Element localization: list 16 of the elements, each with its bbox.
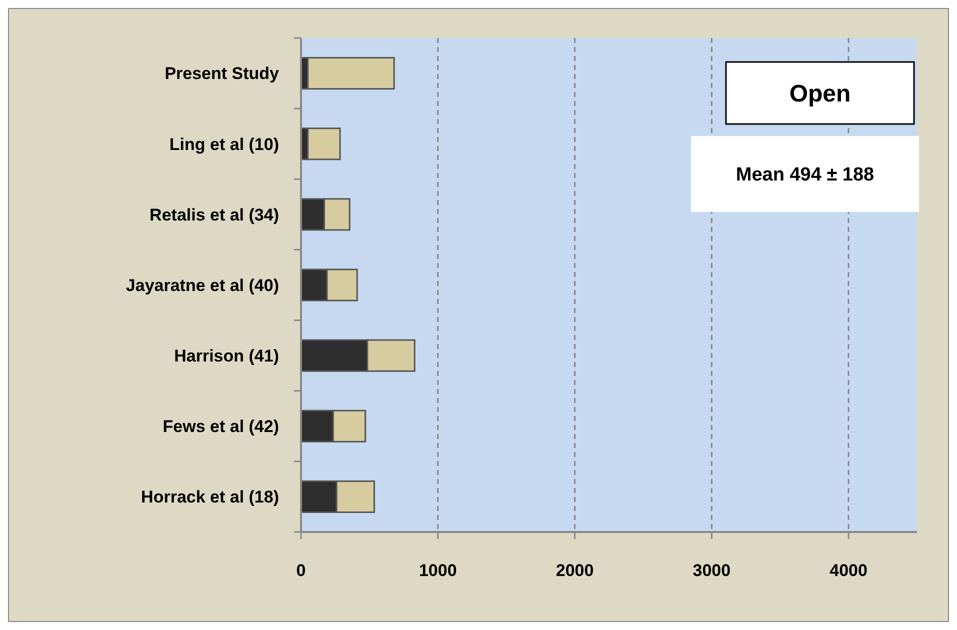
- label-box: Mean 494 ± 188: [691, 136, 919, 212]
- annotation: Open: [789, 80, 851, 108]
- x-tick-label: 0: [296, 561, 306, 580]
- y-tick-label: Retalis et al (34): [150, 205, 279, 224]
- y-tick-label: Jayaratne et al (40): [126, 276, 279, 295]
- x-tick-label: 1000: [418, 561, 457, 580]
- y-tick-label: Harrison (41): [174, 346, 279, 366]
- y-tick-label: Present Study: [164, 64, 280, 84]
- x-tick-label: 2000: [556, 561, 594, 580]
- annotation: Mean 494 ± 188: [736, 164, 874, 186]
- y-tick-label: Horrack et al (18): [141, 488, 279, 507]
- y-tick-label: Fews et al (42): [162, 417, 279, 436]
- y-tick-label: Ling et al (10): [169, 134, 279, 154]
- x-tick-label: 3000: [692, 561, 731, 580]
- label-box: Open: [725, 61, 915, 125]
- x-tick-label: 4000: [830, 561, 868, 580]
